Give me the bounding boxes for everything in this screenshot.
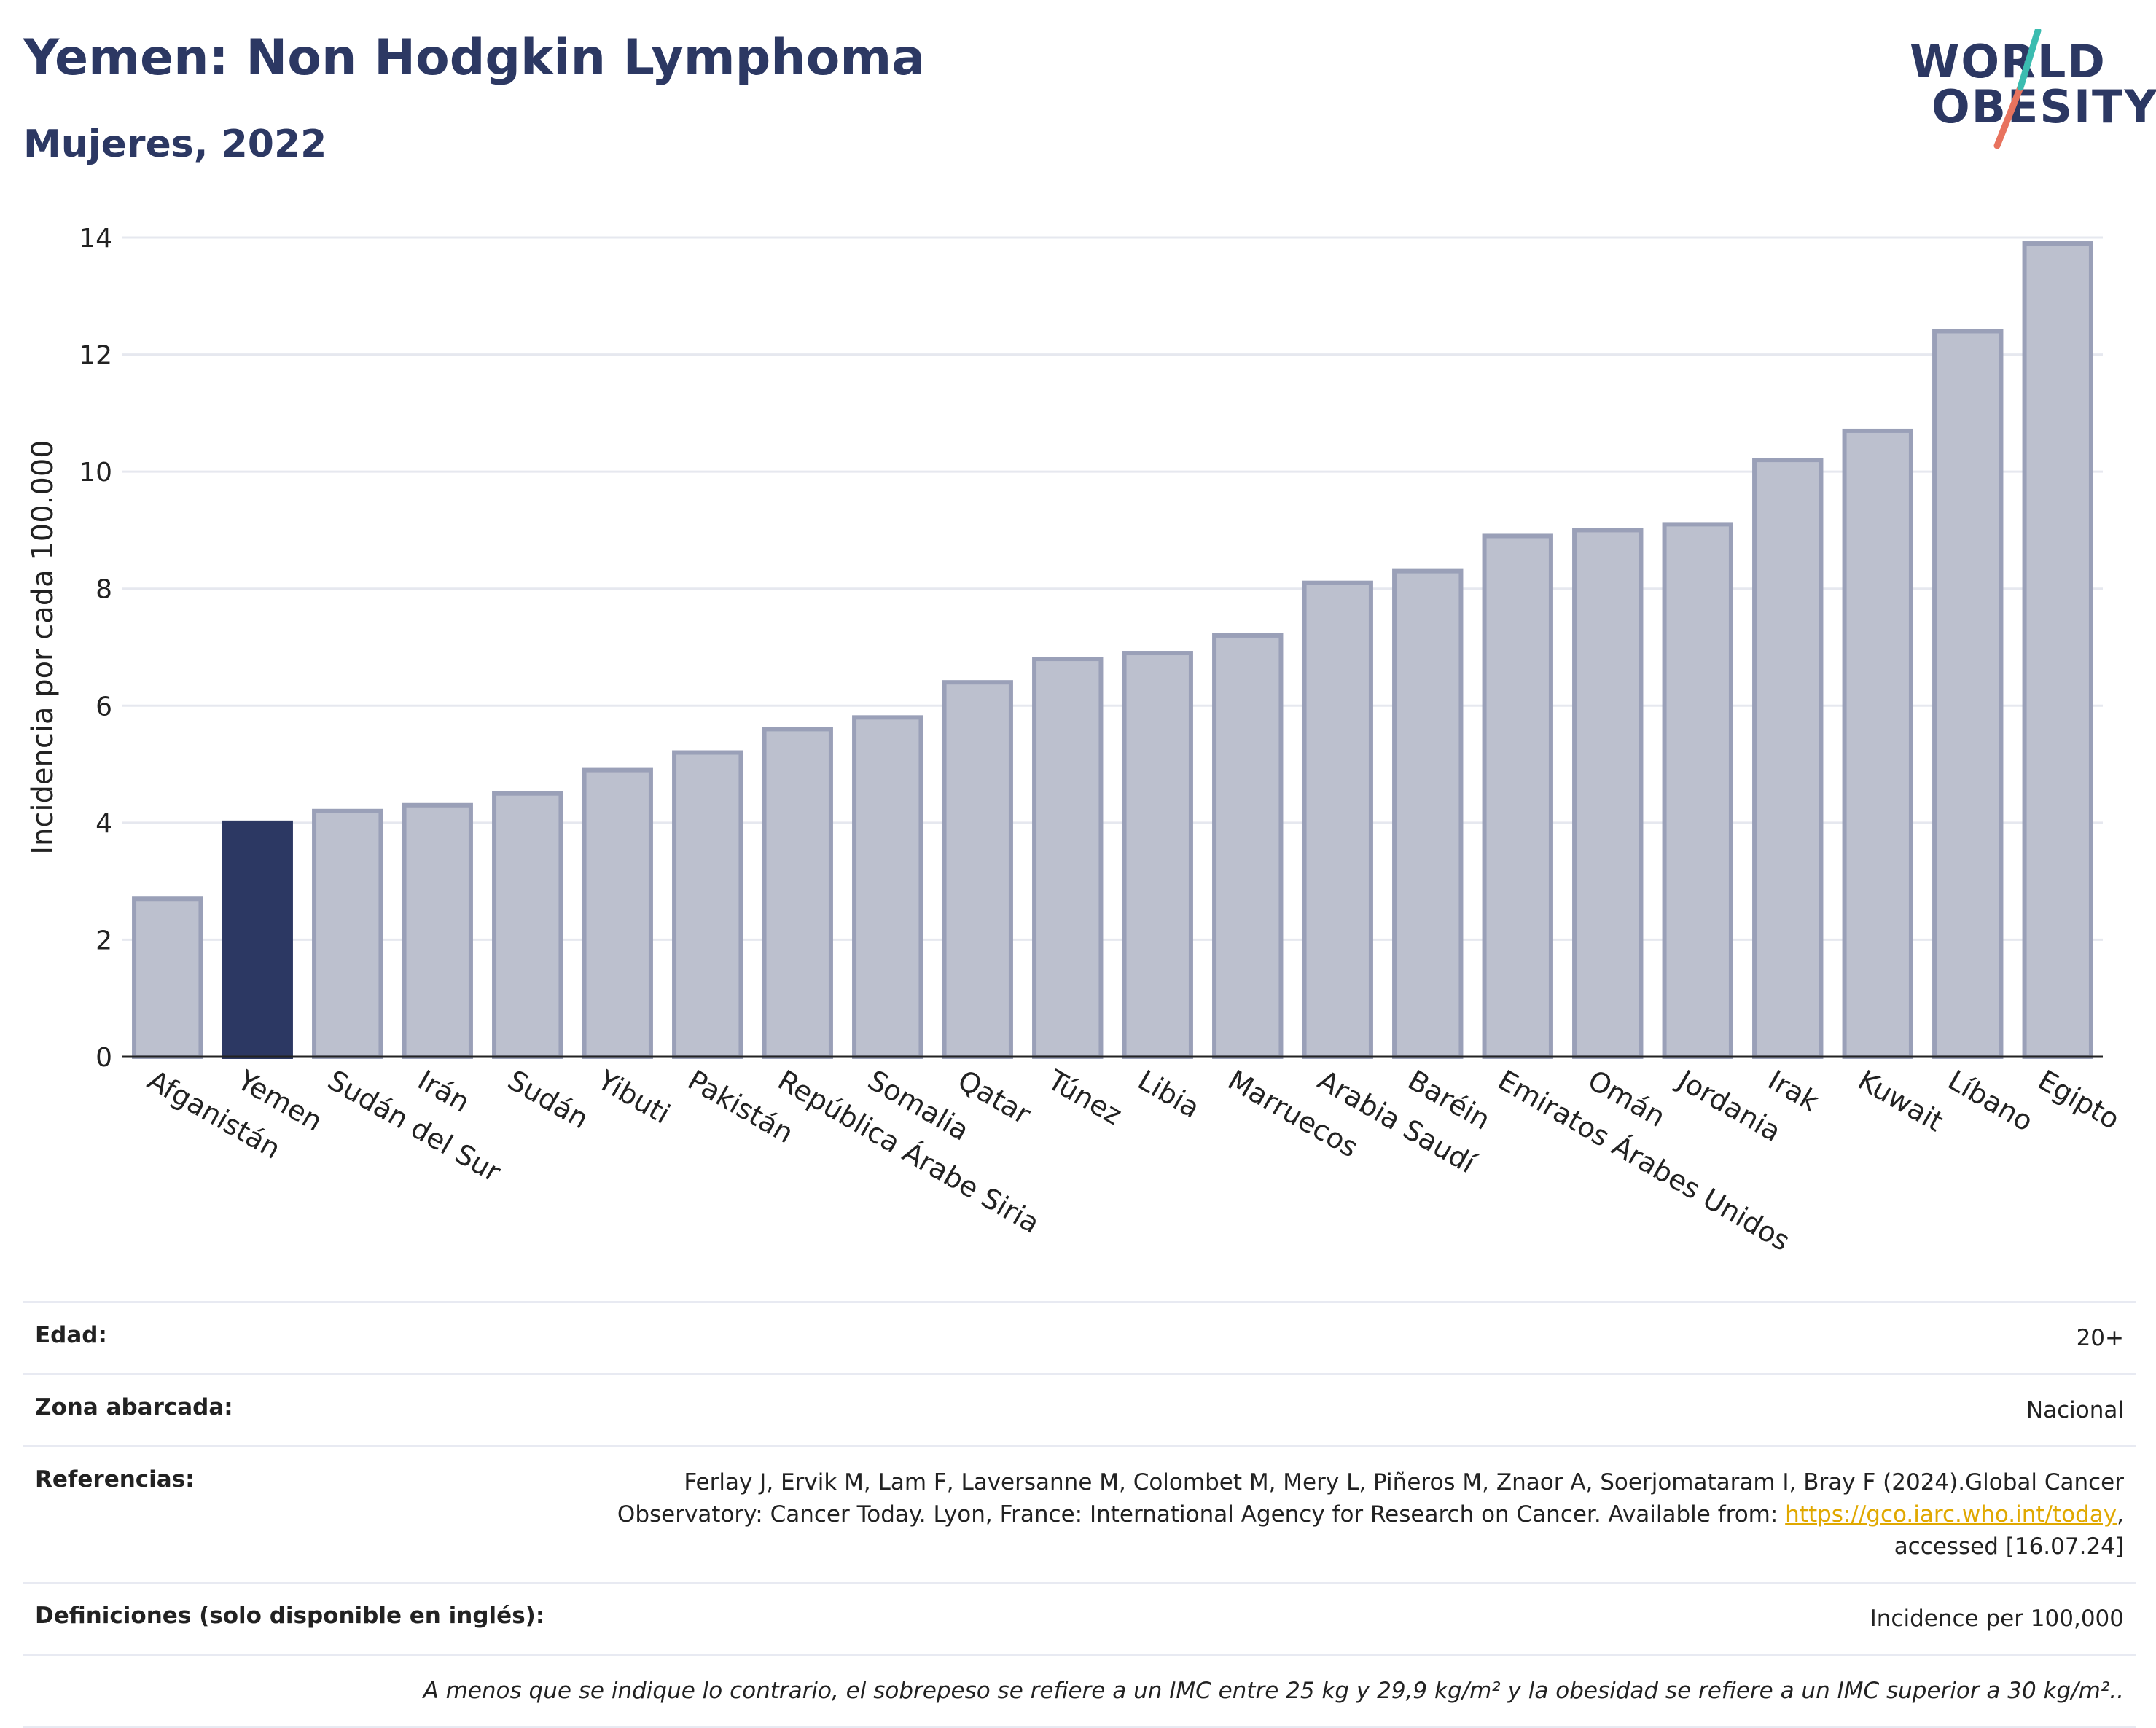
meta-row-definiciones: Definiciones (solo disponible en inglés)…: [23, 1582, 2136, 1654]
bar: [1842, 428, 1913, 1059]
reference-link[interactable]: https://gco.iarc.who.int/today: [1785, 1501, 2117, 1528]
logo-line1: WORLD: [1910, 35, 2106, 88]
bar: [1482, 533, 1553, 1059]
x-tick-label: Egipto: [2033, 1064, 2125, 1136]
bar: [132, 896, 203, 1059]
ref-line1: Ferlay J, Ervik M, Lam F, Laversanne M, …: [684, 1469, 2124, 1496]
bar: [402, 802, 473, 1059]
bar: [1662, 522, 1733, 1059]
definiciones-value: Incidence per 100,000: [1870, 1606, 2124, 1632]
zona-value: Nacional: [2026, 1397, 2124, 1423]
meta-row-zona: Zona abarcada: Nacional: [23, 1373, 2136, 1445]
x-tick-label: Sudán del Sur: [322, 1064, 506, 1189]
y-tick-label: 4: [95, 809, 112, 839]
bar: [582, 767, 653, 1059]
chart-subtitle: Mujeres, 2022: [23, 122, 327, 166]
zona-label: Zona abarcada:: [35, 1394, 233, 1420]
referencias-label: Referencias:: [35, 1466, 195, 1493]
bar: [1752, 458, 1824, 1060]
edad-value: 20+: [2076, 1325, 2124, 1351]
definiciones-label: Definiciones (solo disponible en inglés)…: [35, 1603, 545, 1629]
edad-label: Edad:: [35, 1322, 107, 1348]
bar: [1122, 651, 1193, 1059]
bar: [672, 750, 743, 1059]
bar: [1302, 580, 1373, 1059]
logo-line2: OBESITY: [1932, 80, 2156, 133]
ref-line2-pre: Observatory: Cancer Today. Lyon, France:…: [617, 1501, 1786, 1528]
x-tick-label: Jordania: [1671, 1063, 1786, 1148]
meta-row-referencias: Referencias: Ferlay J, Ervik M, Lam F, L…: [23, 1445, 2136, 1582]
y-tick-label: 14: [79, 224, 112, 254]
bar: [852, 715, 923, 1059]
y-axis-label: Incidencia por cada 100.000: [26, 439, 60, 855]
y-tick-label: 2: [95, 926, 112, 955]
y-tick-label: 8: [95, 575, 112, 605]
y-tick-label: 10: [79, 458, 112, 488]
bar: [1932, 329, 2004, 1059]
metadata-table: Edad: 20+ Zona abarcada: Nacional Refere…: [23, 1301, 2136, 1728]
bar: [762, 727, 833, 1060]
x-tick-label: Líbano: [1942, 1064, 2039, 1138]
ref-line2-post: ,: [2117, 1501, 2124, 1528]
meta-row-note: A menos que se indique lo contrario, el …: [23, 1654, 2136, 1728]
chart-title: Yemen: Non Hodgkin Lymphoma: [23, 29, 926, 87]
bar: [1212, 633, 1284, 1059]
bar: [222, 820, 293, 1059]
x-tick-label: Kuwait: [1853, 1064, 1949, 1138]
meta-row-edad: Edad: 20+: [23, 1301, 2136, 1373]
bar: [492, 791, 563, 1059]
x-tick-label: Túnez: [1042, 1063, 1127, 1131]
footnote: A menos que se indique lo contrario, el …: [423, 1678, 2124, 1704]
x-tick-label: Yibuti: [592, 1063, 676, 1130]
bar: [1572, 528, 1644, 1059]
bar: [1392, 568, 1464, 1059]
x-tick-label: Libia: [1133, 1064, 1206, 1125]
x-tick-label: Irán: [413, 1064, 475, 1119]
bar: [942, 680, 1013, 1059]
world-obesity-logo[interactable]: WORLD OBESITY: [1895, 29, 2156, 160]
logo-slash-icon: [1993, 29, 2042, 149]
bar: [2022, 241, 2093, 1060]
y-tick-label: 12: [79, 341, 112, 371]
bar: [1032, 657, 1104, 1059]
y-tick-label: 6: [95, 692, 112, 722]
x-tick-label: Irak: [1762, 1064, 1824, 1118]
referencias-value: Ferlay J, Ervik M, Lam F, Laversanne M, …: [617, 1466, 2124, 1563]
ref-line3: accessed [16.07.24]: [1894, 1533, 2124, 1560]
x-tick-label: Sudán: [502, 1064, 594, 1135]
bar: [312, 808, 383, 1059]
y-tick-label: 0: [95, 1043, 112, 1073]
